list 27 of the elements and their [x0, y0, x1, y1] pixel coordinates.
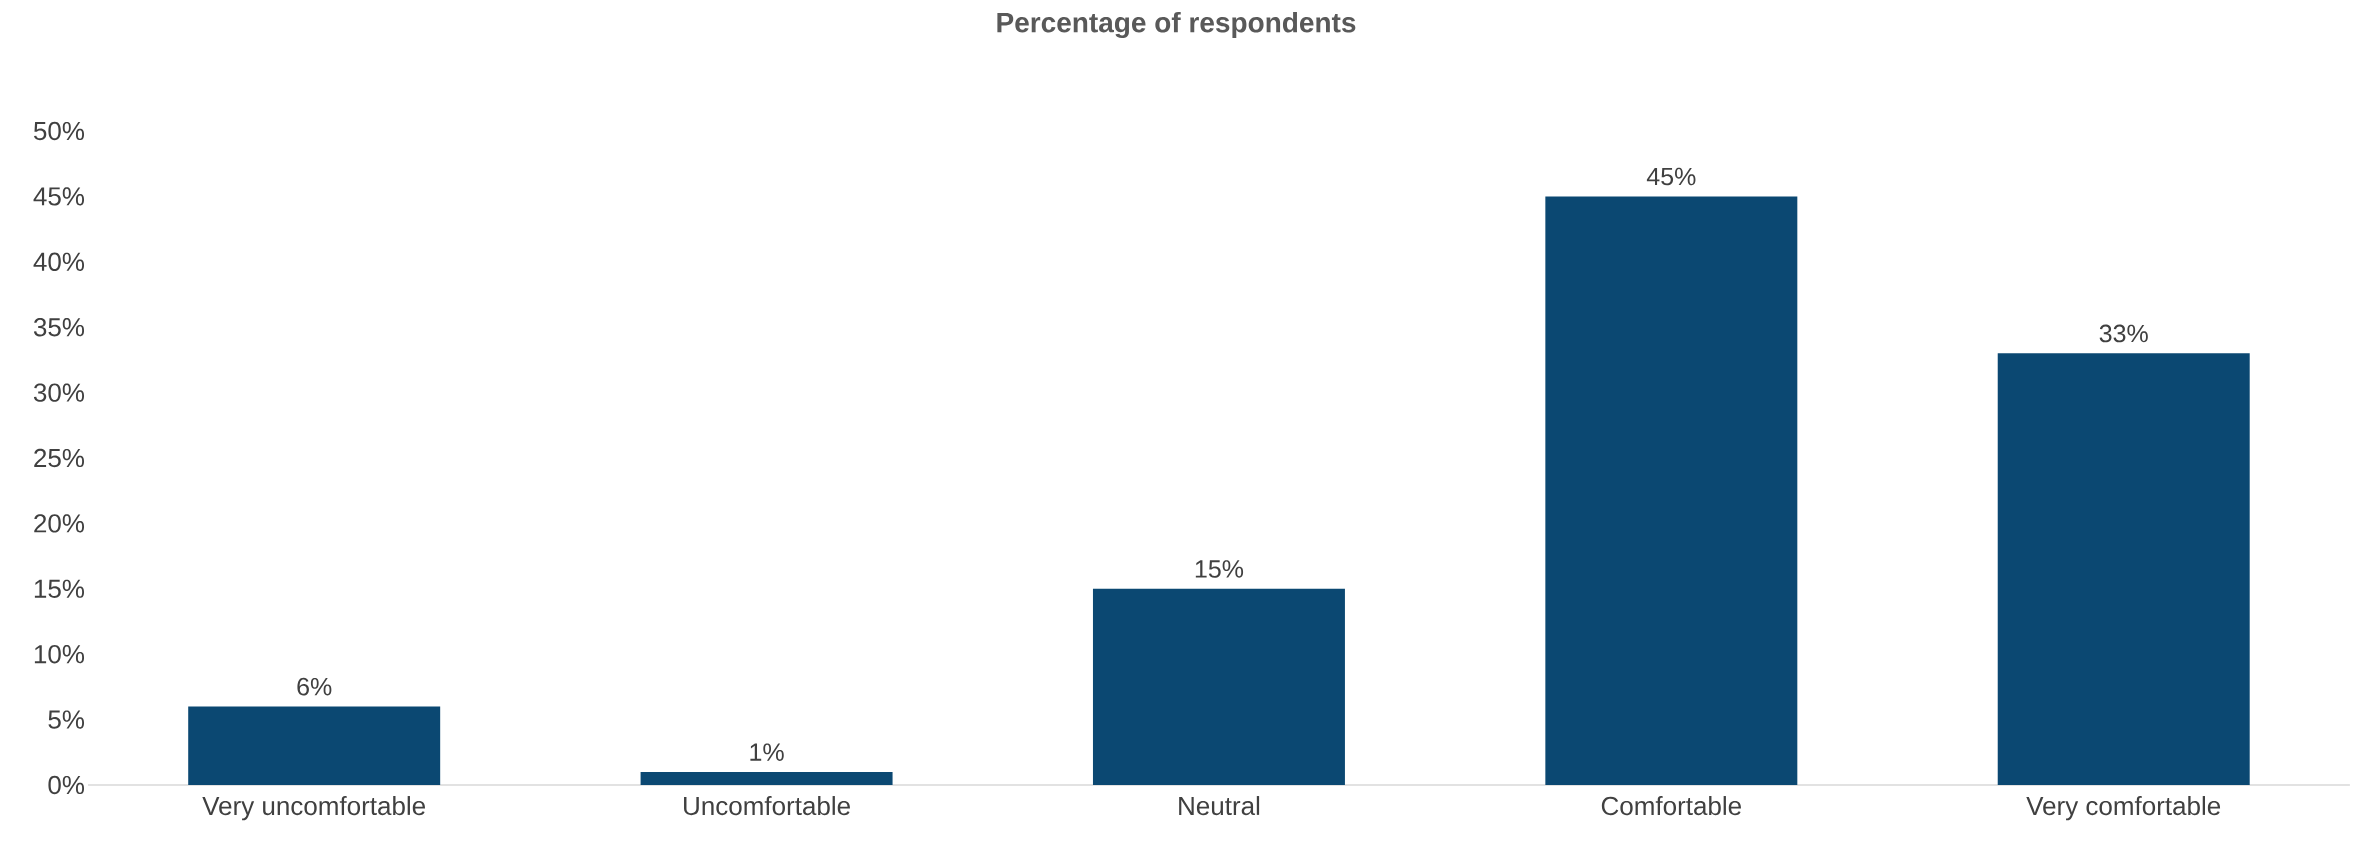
bar	[1092, 588, 1345, 785]
x-tick-label: Comfortable	[1601, 796, 1741, 816]
bar	[1997, 353, 2250, 785]
y-tick-label: 25%	[34, 448, 85, 468]
y-tick-label: 10%	[34, 644, 85, 664]
x-tick-label: Very comfortable	[2026, 796, 2221, 821]
data-label: 6%	[297, 677, 332, 696]
y-tick-label: 20%	[34, 514, 85, 533]
bar	[188, 706, 441, 785]
x-tick-label: Very uncomfortable	[202, 796, 425, 821]
chart-title: Percentage of respondents	[997, 11, 1356, 39]
y-tick-label: 0%	[48, 775, 85, 795]
bar	[1545, 196, 1798, 785]
data-label: 1%	[750, 743, 784, 761]
bar	[640, 771, 893, 785]
data-label: 15%	[1195, 560, 1244, 578]
y-tick-label: 45%	[33, 187, 85, 206]
x-tick-label: Uncomfortable	[684, 796, 850, 816]
y-tick-label: 40%	[33, 252, 85, 271]
x-tick-label: Neutral	[1179, 796, 1260, 816]
y-tick-label: 15%	[34, 579, 85, 598]
y-tick-label: 5%	[48, 710, 85, 729]
y-tick-label: 50%	[33, 121, 85, 141]
data-label: 33%	[2099, 324, 2148, 343]
y-tick-label: 30%	[33, 383, 85, 402]
data-label: 45%	[1646, 167, 1696, 186]
y-tick-label: 35%	[33, 317, 85, 337]
